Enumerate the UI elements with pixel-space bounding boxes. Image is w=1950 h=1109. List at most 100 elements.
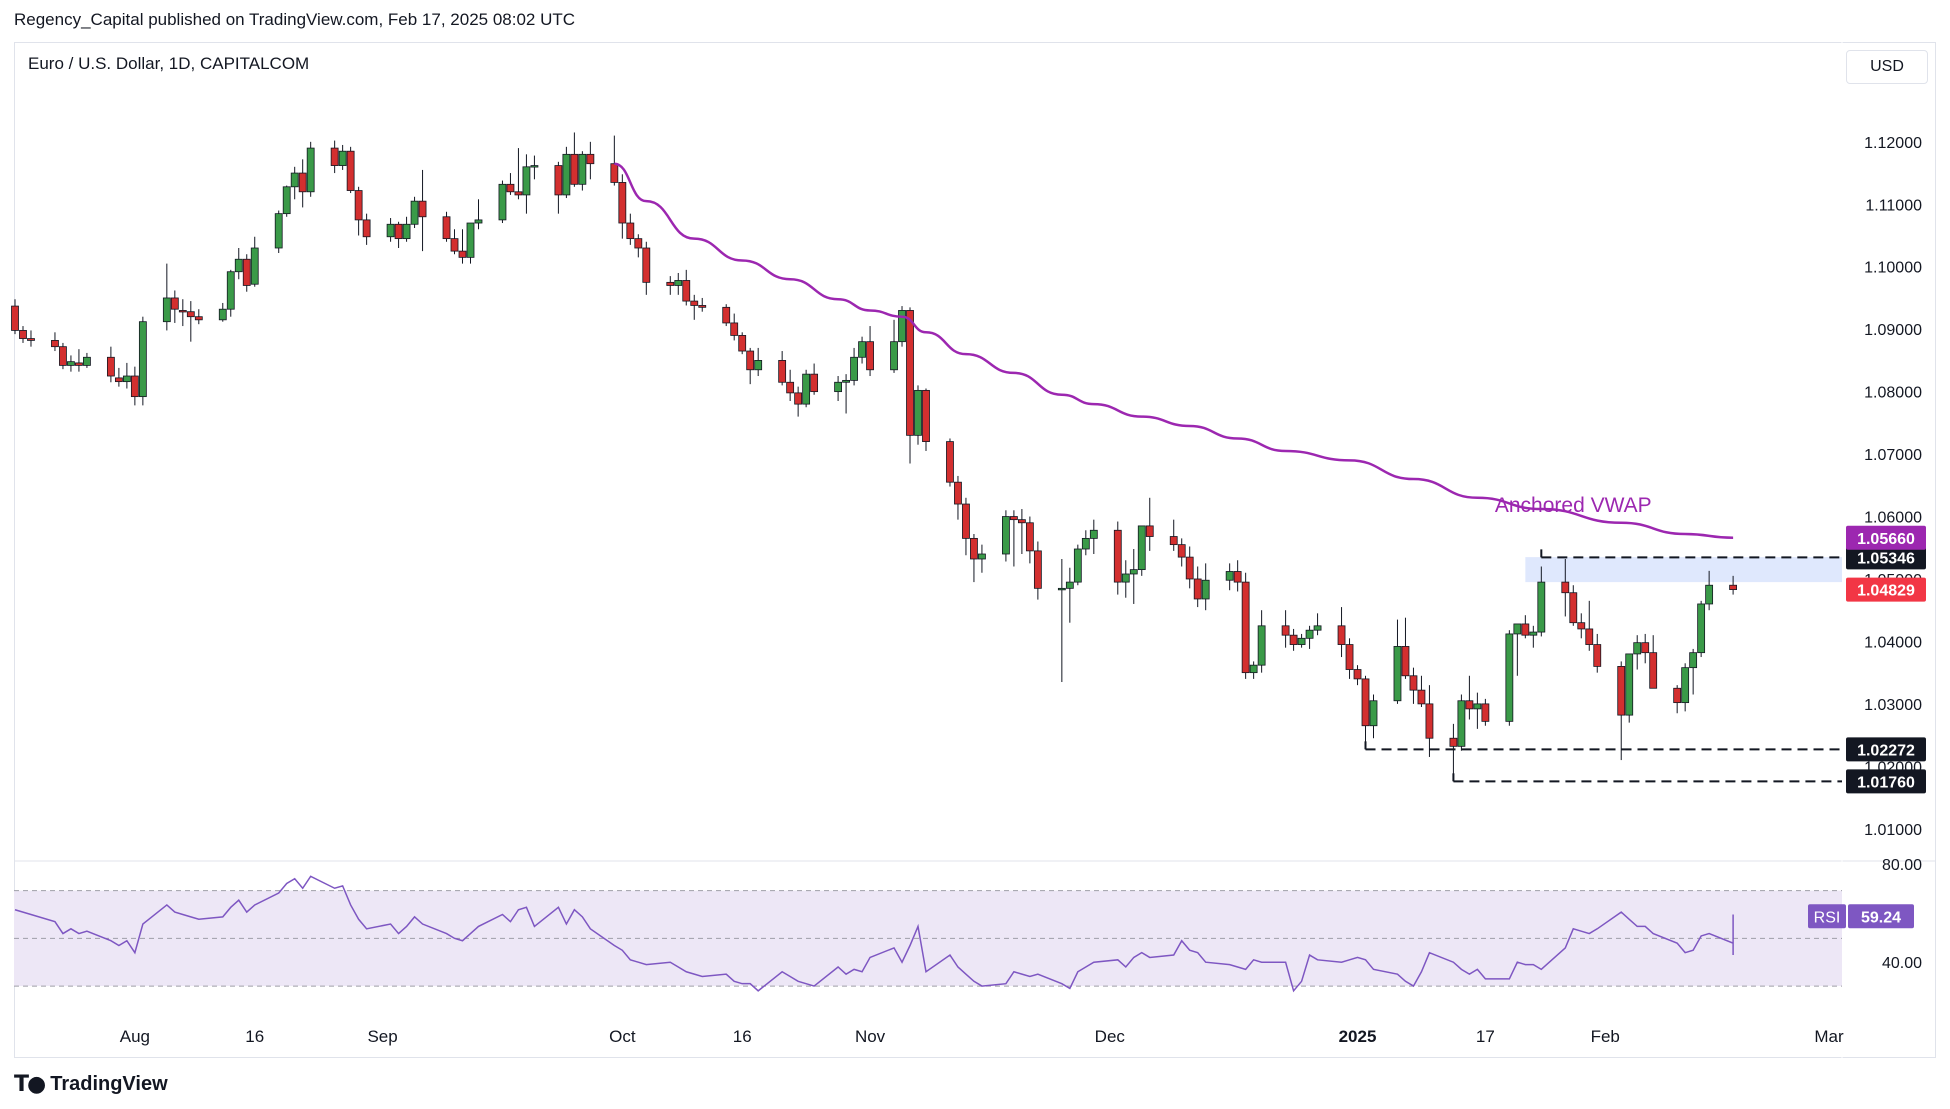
candle-body-up: [1681, 667, 1690, 704]
candle: [1057, 558, 1066, 683]
candle: [1697, 600, 1706, 658]
candle-body-down: [354, 190, 363, 221]
candle-body-up: [83, 356, 91, 366]
candle: [218, 302, 227, 322]
candle: [962, 497, 970, 556]
candle: [1113, 521, 1122, 595]
candle-body-down: [242, 258, 251, 286]
candle-body-down: [682, 280, 691, 302]
candle: [394, 221, 403, 248]
candle: [578, 151, 587, 191]
candle-body-down: [1481, 703, 1490, 722]
candle-body-down: [1401, 646, 1410, 677]
candle-body-up: [914, 389, 922, 436]
time-tick-label: 16: [245, 1027, 264, 1046]
candle: [570, 132, 579, 187]
level-price-tag: [1846, 737, 1926, 762]
candle: [730, 313, 739, 341]
candle-body-down: [922, 389, 930, 442]
price-tick-label: 1.10000: [1864, 260, 1922, 277]
currency-button[interactable]: USD: [1846, 50, 1928, 84]
candle: [162, 263, 171, 331]
candle-body-down: [1641, 642, 1650, 654]
level-price-tag-text: 1.05346: [1857, 550, 1915, 567]
candle: [690, 294, 699, 320]
candle: [1457, 694, 1466, 751]
candle: [11, 299, 19, 335]
rsi-name-tag-text: RSI: [1814, 909, 1841, 926]
price-tick-label: 1.09000: [1864, 322, 1922, 339]
candle: [1345, 638, 1354, 679]
rsi-name-tag: [1808, 904, 1846, 929]
candle: [1297, 633, 1306, 648]
candle-body-down: [418, 200, 427, 218]
candle: [1465, 675, 1474, 720]
candle: [1201, 563, 1210, 611]
candle-body-down: [666, 281, 675, 286]
candle-body-up: [1121, 573, 1130, 583]
time-tick-label: Sep: [367, 1027, 397, 1046]
candle: [1409, 667, 1418, 704]
rsi-value-tag: [1848, 904, 1914, 929]
candle-body-down: [1193, 578, 1202, 600]
candle-body-down: [1361, 678, 1370, 727]
price-tick-label: 1.04000: [1864, 634, 1922, 651]
candle: [898, 306, 906, 347]
candle-body-up: [1529, 631, 1538, 636]
candle-body-down: [51, 340, 59, 348]
candle-body-down: [178, 310, 187, 313]
candle: [466, 222, 475, 264]
candle-body-down: [346, 150, 355, 191]
candle-body-up: [234, 258, 243, 273]
tradingview-brand[interactable]: T● TradingView: [14, 1072, 168, 1097]
candle: [1137, 525, 1146, 576]
candle: [858, 336, 866, 364]
candle: [114, 367, 123, 387]
candle-body-up: [1633, 642, 1642, 655]
candle-body-down: [1617, 666, 1626, 716]
candle-body-up: [138, 321, 147, 398]
candle-body-up: [802, 373, 811, 405]
candle-body-down: [194, 316, 203, 321]
candle-body-up: [890, 341, 898, 371]
candle: [298, 159, 307, 208]
candle: [1561, 558, 1570, 617]
candle-body-down: [970, 537, 978, 560]
candle: [1673, 685, 1682, 714]
candle: [282, 185, 291, 217]
candle-body-down: [1337, 625, 1346, 645]
candle: [834, 376, 842, 401]
candle: [442, 211, 451, 242]
candle: [1617, 661, 1626, 761]
candle-body-down: [586, 153, 595, 165]
candle: [458, 229, 467, 264]
candle-body-up: [282, 186, 291, 215]
publish-attribution: Regency_Capital published on TradingView…: [14, 10, 576, 29]
candle-body-down: [730, 322, 739, 336]
vwap-label: Anchored VWAP: [1495, 494, 1652, 517]
candle: [634, 234, 643, 258]
candle-body-up: [386, 223, 395, 238]
candle-body-down: [738, 335, 747, 352]
candle-body-up: [834, 381, 842, 393]
candle-body-down: [130, 375, 139, 398]
candle: [810, 363, 819, 395]
candle-body-down: [1729, 584, 1738, 590]
candle-body-up: [1065, 581, 1074, 589]
level-price-tag-text: 1.02272: [1857, 742, 1915, 759]
candle-body-up: [1073, 548, 1082, 583]
candle-body-down: [1449, 737, 1458, 747]
candle-body-down: [1113, 529, 1122, 583]
candle-body-down: [1673, 687, 1682, 704]
candle: [1625, 653, 1634, 723]
candle: [1305, 625, 1314, 649]
candle: [1121, 560, 1130, 598]
candle-body-down: [394, 223, 403, 240]
candle: [786, 369, 795, 401]
candle: [1193, 566, 1202, 608]
candle-body-down: [570, 153, 579, 185]
candle-body-up: [754, 360, 763, 371]
candle-body-up: [898, 310, 906, 343]
candle: [346, 146, 355, 194]
